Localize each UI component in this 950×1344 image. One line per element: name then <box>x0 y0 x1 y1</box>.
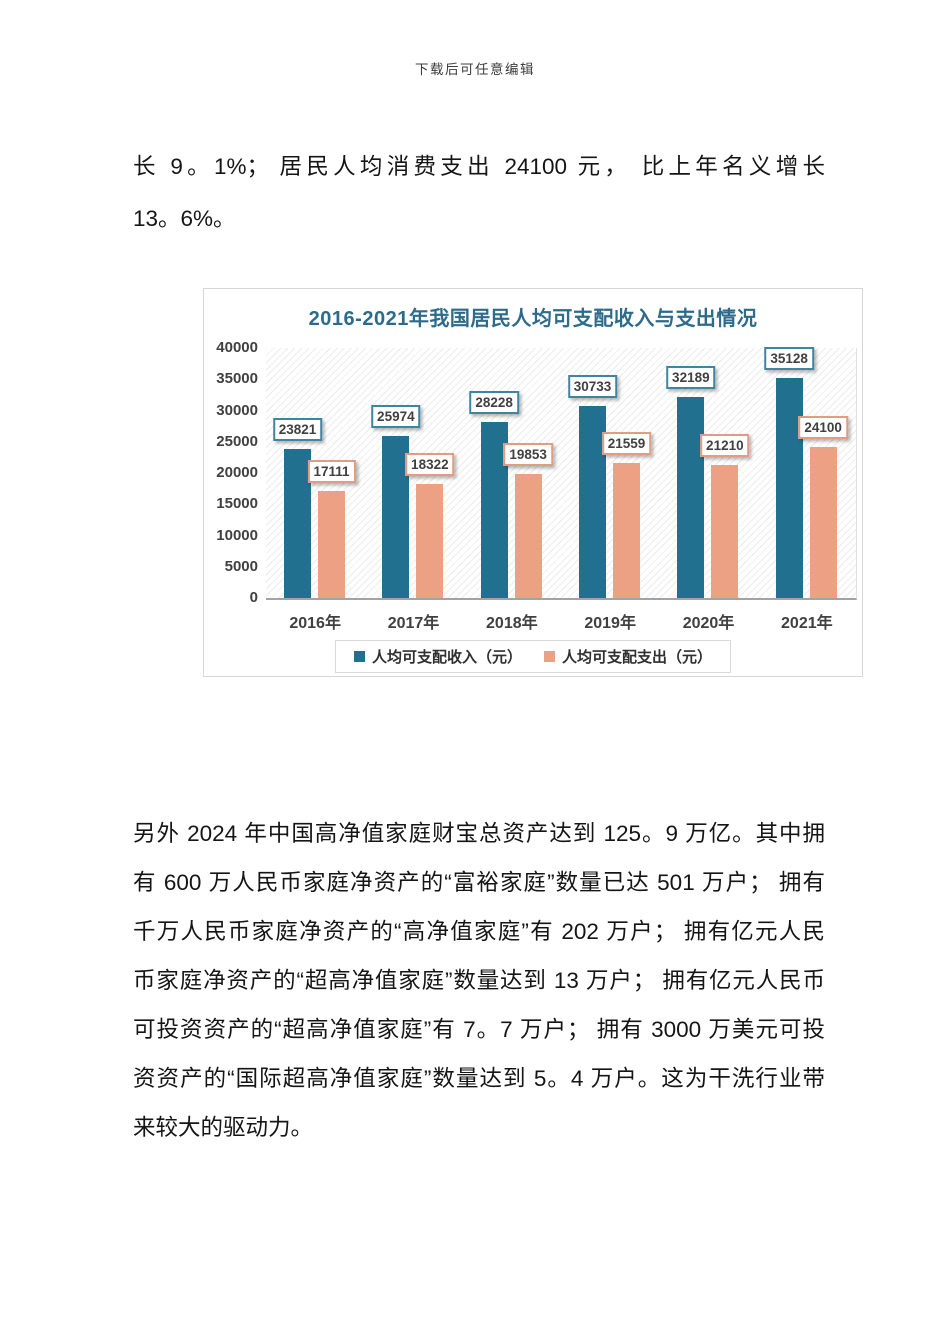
paragraph-line: 币家庭净资产的“超高净值家庭”数量达到 13 万户； 拥有亿元人民币 <box>133 967 825 993</box>
data-label: 21559 <box>601 432 652 456</box>
bar-expenditure <box>711 465 739 598</box>
paragraph-consumption-growth: 长 9。1%； 居民人均消费支出 24100 元， 比上年名义增长 13。6%。 <box>133 141 825 245</box>
paragraph-line: 13。6%。 <box>133 205 236 231</box>
bar-income <box>579 405 606 598</box>
y-tick-label: 5000 <box>224 557 258 575</box>
data-label: 28228 <box>469 390 519 414</box>
bar-group: 30733 21559 <box>561 348 659 598</box>
x-tick-label: 2016年 <box>289 615 341 632</box>
y-tick-label: 35000 <box>216 370 258 388</box>
bar-expenditure <box>514 473 542 598</box>
data-label: 23821 <box>272 418 323 442</box>
legend-label: 人均可支配支出（元） <box>562 649 713 666</box>
page-header-note: 下载后可任意编辑 <box>415 62 535 77</box>
data-label: 32189 <box>666 365 716 389</box>
y-tick-label: 15000 <box>216 495 258 513</box>
x-tick-label: 2018年 <box>486 615 538 632</box>
x-tick-label: 2021年 <box>781 615 833 632</box>
y-tick-label: 25000 <box>216 432 258 450</box>
bar-income <box>775 378 803 598</box>
legend-label: 人均可支配收入（元） <box>371 649 522 666</box>
x-tick-label: 2019年 <box>584 615 636 632</box>
paragraph-line: 长 9。1%； 居民人均消费支出 24100 元， 比上年名义增长 <box>133 153 825 179</box>
y-tick-label: 0 <box>249 589 258 606</box>
bar-group: 32189 21210 <box>659 348 757 598</box>
paragraph-line: 来较大的驱动力。 <box>133 1114 314 1140</box>
x-axis: 2016年 2017年 2018年 2019年 2020年 2021年 <box>266 609 856 632</box>
legend-swatch <box>544 651 555 662</box>
y-tick-label: 20000 <box>216 464 258 481</box>
legend-item: 人均可支配收入（元） <box>353 646 522 667</box>
bar-expenditure <box>613 463 640 598</box>
data-label: 19853 <box>503 442 553 466</box>
bar-income <box>677 396 705 598</box>
paragraph-line: 有 600 万人民币家庭净资产的“富裕家庭”数量已达 501 万户； 拥有 <box>133 869 825 895</box>
bar-group: 25974 18322 <box>364 348 462 598</box>
bar-income <box>284 449 311 598</box>
bar-group: 35128 24100 <box>758 347 856 598</box>
data-label: 35128 <box>764 347 814 371</box>
paragraph-line: 资资产的“国际超高净值家庭”数量达到 5。4 万户。这为干洗行业带 <box>133 1065 825 1091</box>
legend-row: 人均可支配收入（元） 人均可支配支出（元） <box>204 640 862 673</box>
y-tick-label: 10000 <box>216 526 258 544</box>
legend-swatch <box>353 651 365 662</box>
bar-expenditure <box>318 491 345 598</box>
data-label: 17111 <box>307 460 356 484</box>
bar-group: 28228 19853 <box>463 348 561 598</box>
paragraph-line: 千万人民币家庭净资产的“高净值家庭”有 202 万户； 拥有亿元人民 <box>133 918 825 944</box>
bar-income <box>480 421 508 598</box>
bar-expenditure <box>809 447 837 598</box>
y-tick-label: 30000 <box>216 401 258 419</box>
y-axis: 0 5000 10000 15000 20000 25000 30000 35000 40000 <box>204 339 258 606</box>
legend-item: 人均可支配支出（元） <box>544 646 712 667</box>
chart-title: 2016-2021年我国居民人均可支配收入与支出情况 <box>308 308 758 330</box>
bar-income <box>382 435 410 598</box>
data-label: 21210 <box>700 434 750 458</box>
data-label: 25974 <box>371 404 421 428</box>
paragraph-line: 可投资资产的“超高净值家庭”有 7。7 万户； 拥有 3000 万美元可投 <box>133 1016 825 1042</box>
data-label: 24100 <box>798 416 848 440</box>
data-label: 30733 <box>567 374 618 398</box>
x-tick-label: 2020年 <box>682 615 735 632</box>
chart-legend: 人均可支配收入（元） 人均可支配支出（元） <box>334 640 732 673</box>
income-expenditure-chart: 2016-2021年我国居民人均可支配收入与支出情况 0 5000 10000 150… <box>203 288 863 677</box>
bar-group: 23821 17111 <box>266 348 364 598</box>
x-tick-label: 2017年 <box>387 615 440 632</box>
paragraph-line: 另外 2024 年中国高净值家庭财宝总资产达到 125。9 万亿。其中拥 <box>133 820 825 846</box>
y-tick-label: 40000 <box>216 339 258 356</box>
data-label: 18322 <box>405 452 455 476</box>
paragraph-hnwi-families: 另外 2024 年中国高净值家庭财宝总资产达到 125。9 万亿。其中拥有 60… <box>133 809 825 1152</box>
bar-expenditure <box>416 483 444 598</box>
plot-area: 23821 17111 25974 18322 28228 19853 30733 21559… <box>266 347 857 600</box>
